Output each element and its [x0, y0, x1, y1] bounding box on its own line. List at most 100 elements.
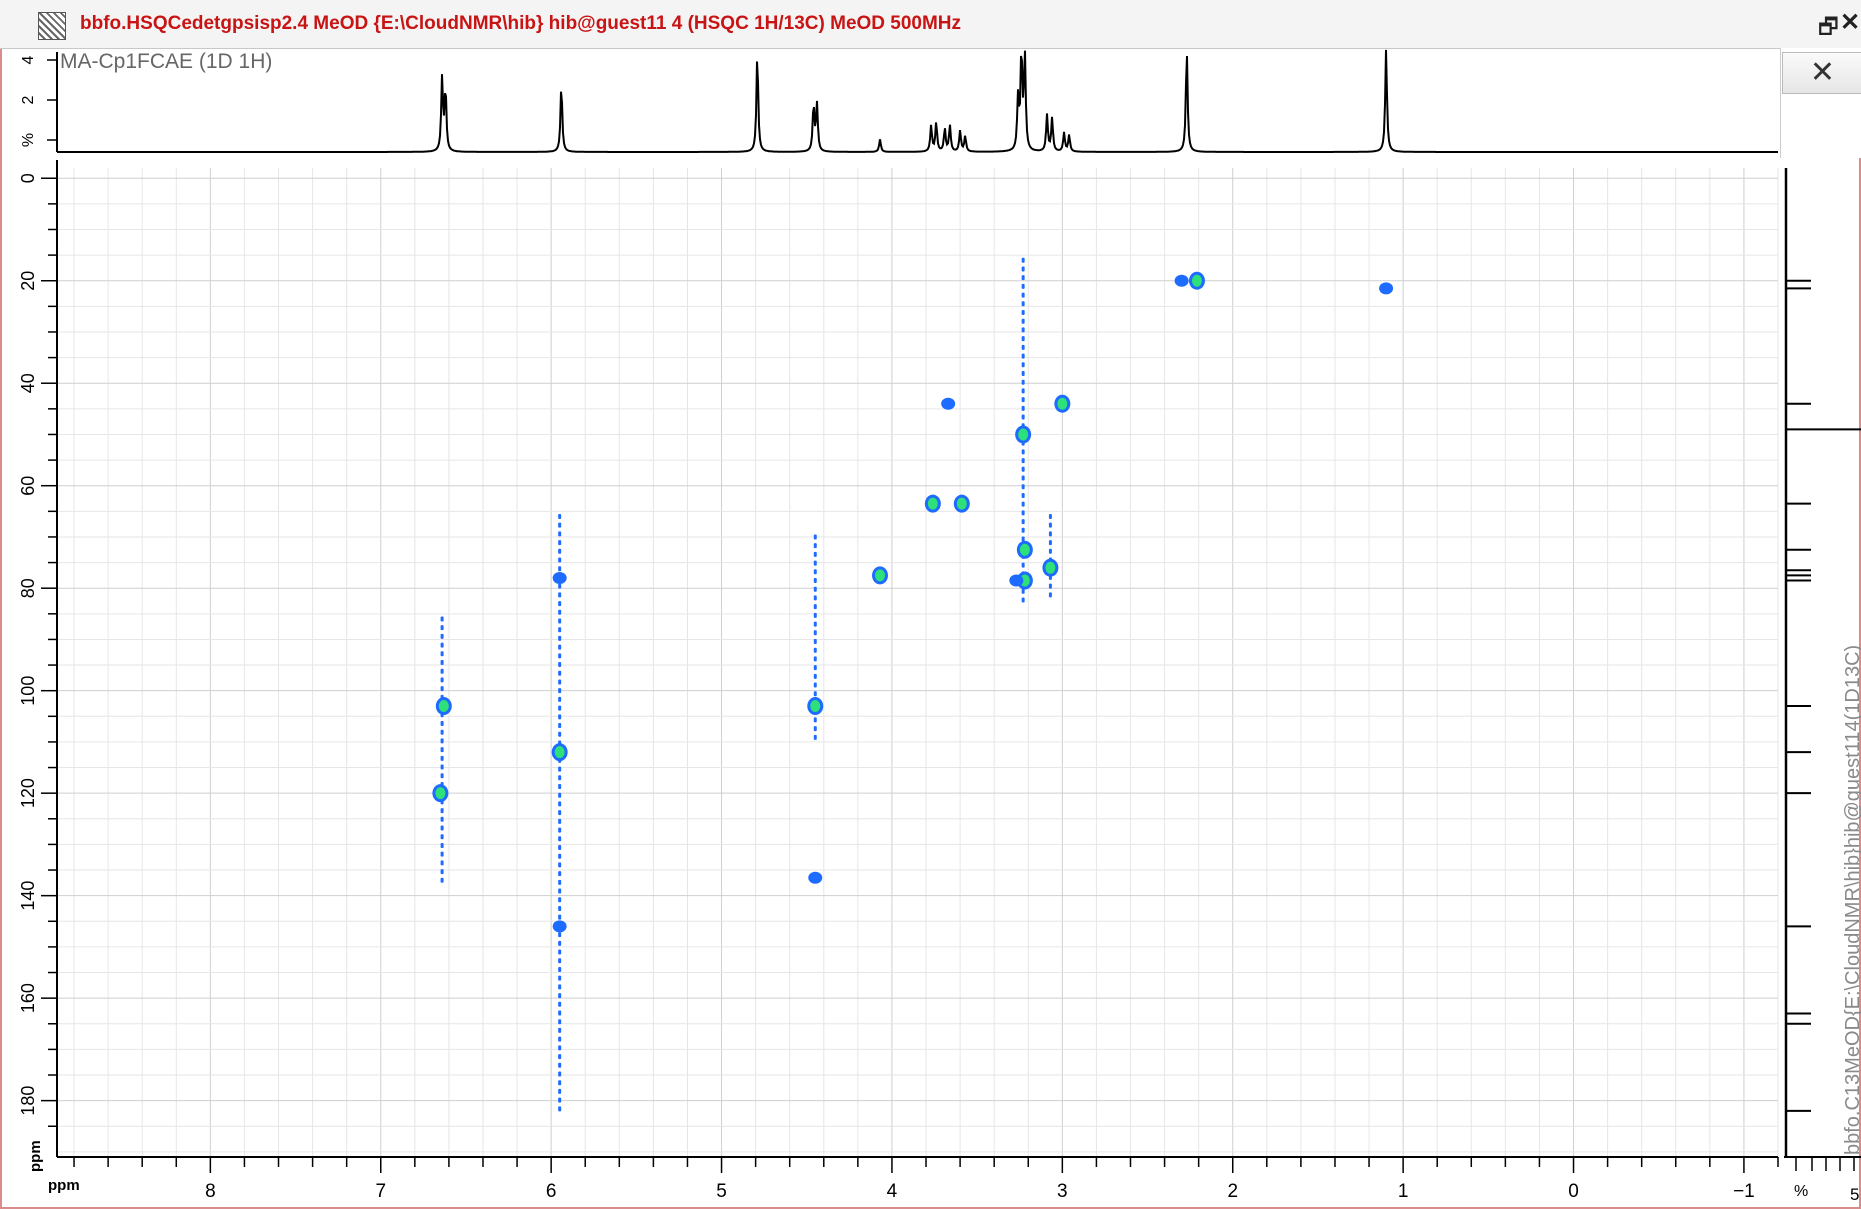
- noise-streak-dot: [1021, 275, 1025, 281]
- noise-streak-dot: [558, 635, 562, 641]
- noise-streak-dot: [440, 642, 444, 648]
- noise-streak-dot: [1048, 513, 1052, 519]
- cross-peak: [552, 920, 567, 933]
- noise-streak-dot: [558, 949, 562, 955]
- x-tick-label: 0: [1568, 1181, 1579, 1202]
- noise-streak-dot: [558, 810, 562, 816]
- noise-streak-dot: [558, 618, 562, 624]
- cross-peak-core: [875, 569, 886, 582]
- x-axis-label: ppm: [48, 1177, 80, 1194]
- noise-streak-dot: [558, 1080, 562, 1086]
- projection-tick-label: 4: [20, 55, 37, 64]
- noise-streak-dot: [813, 621, 817, 627]
- noise-streak-dot: [1021, 362, 1025, 368]
- noise-streak-dot: [1021, 484, 1025, 490]
- cross-peak-core: [1191, 274, 1202, 287]
- noise-streak-dot: [1048, 522, 1052, 528]
- noise-streak-dot: [1021, 370, 1025, 376]
- noise-streak-dot: [813, 551, 817, 557]
- noise-streak-dot: [1021, 492, 1025, 498]
- noise-streak-dot: [558, 548, 562, 554]
- noise-streak-dot: [1021, 501, 1025, 507]
- noise-streak-dot: [440, 616, 444, 622]
- plot-grid: [57, 168, 1779, 1157]
- noise-streak-dot: [558, 897, 562, 903]
- noise-streak-dot: [558, 818, 562, 824]
- noise-streak-dot: [558, 1010, 562, 1016]
- noise-streak-dot: [558, 531, 562, 537]
- noise-streak-dot: [558, 1036, 562, 1042]
- noise-streak-dot: [813, 543, 817, 549]
- spectrum-app-icon[interactable]: [38, 12, 66, 40]
- cross-peak-core: [1018, 428, 1029, 441]
- cross-peak: [1174, 274, 1189, 287]
- noise-streak-dot: [440, 869, 444, 875]
- cross-peak-core: [810, 700, 821, 713]
- noise-streak-dot: [440, 738, 444, 744]
- noise-streak-dot: [440, 747, 444, 753]
- noise-streak-dot: [1021, 466, 1025, 472]
- noise-streak-dot: [558, 557, 562, 563]
- noise-streak-dot: [440, 773, 444, 779]
- noise-streak-dot: [813, 612, 817, 618]
- close-window-button[interactable]: ✕: [1840, 9, 1861, 36]
- noise-streak-dot: [440, 842, 444, 848]
- cross-peak: [1379, 282, 1394, 295]
- proton-axis-ticks: 8 7 6 5 4 3 2 1 0 −1: [73, 1157, 1779, 1202]
- noise-streak-dot: [813, 569, 817, 575]
- noise-streak-dot: [1048, 531, 1052, 537]
- noise-streak-dot: [813, 656, 817, 662]
- noise-streak-dot: [440, 651, 444, 657]
- noise-streak-dot: [558, 1088, 562, 1094]
- noise-streak-dot: [558, 801, 562, 807]
- noise-streak-dot: [440, 677, 444, 683]
- noise-streak-dot: [558, 731, 562, 737]
- noise-streak-dot: [440, 633, 444, 639]
- noise-streak-dot: [440, 729, 444, 735]
- noise-streak-dot: [558, 853, 562, 859]
- noise-streak-dot: [813, 630, 817, 636]
- noise-streak-dot: [1021, 458, 1025, 464]
- noise-streak-dot: [1021, 510, 1025, 516]
- window-title: bbfo.HSQCedetgpsisp2.4 MeOD {E:\CloudNMR…: [80, 13, 962, 34]
- noise-streak-dot: [813, 534, 817, 540]
- noise-streak-dot: [813, 673, 817, 679]
- noise-streak-dot: [558, 1045, 562, 1051]
- noise-streak-dot: [1021, 327, 1025, 333]
- noise-streak-dot: [440, 668, 444, 674]
- x-tick-label: 2: [1227, 1181, 1238, 1202]
- cross-peak: [552, 571, 567, 584]
- noise-streak-dot: [1021, 388, 1025, 394]
- noise-streak-dot: [813, 691, 817, 697]
- noise-streak-dot: [1021, 519, 1025, 525]
- proton-projection-label: MA-Cp1FCAE (1D 1H): [60, 50, 273, 73]
- plot-background: [57, 168, 1778, 1157]
- noise-streak-dot: [558, 879, 562, 885]
- noise-streak-dot: [813, 682, 817, 688]
- y-tick-label: 60: [18, 476, 38, 496]
- noise-streak-dot: [558, 601, 562, 607]
- noise-streak-dot: [558, 592, 562, 598]
- projection-intensity-ticks: 4 2%: [20, 55, 57, 147]
- crosshair-button[interactable]: ✕: [1782, 52, 1861, 94]
- cross-peak: [808, 871, 823, 884]
- x-tick-label: 8: [205, 1181, 216, 1202]
- x-tick-label: −1: [1733, 1181, 1755, 1202]
- noise-streak-dot: [558, 1097, 562, 1103]
- cross-peak: [1009, 574, 1024, 587]
- noise-streak-dot: [558, 784, 562, 790]
- cross-peak-core: [554, 746, 565, 759]
- restore-window-button[interactable]: 🗗: [1818, 14, 1839, 39]
- noise-streak-dot: [558, 932, 562, 938]
- x-tick-label: 7: [375, 1181, 386, 1202]
- noise-streak-dot: [558, 662, 562, 668]
- projection-tick-label: 2: [20, 95, 37, 104]
- noise-streak-dot: [440, 764, 444, 770]
- y-tick-label: 160: [18, 983, 38, 1013]
- noise-streak-dot: [558, 1071, 562, 1077]
- cross-peak-core: [956, 497, 967, 510]
- noise-streak-dot: [558, 670, 562, 676]
- noise-streak-dot: [440, 720, 444, 726]
- noise-streak-dot: [558, 644, 562, 650]
